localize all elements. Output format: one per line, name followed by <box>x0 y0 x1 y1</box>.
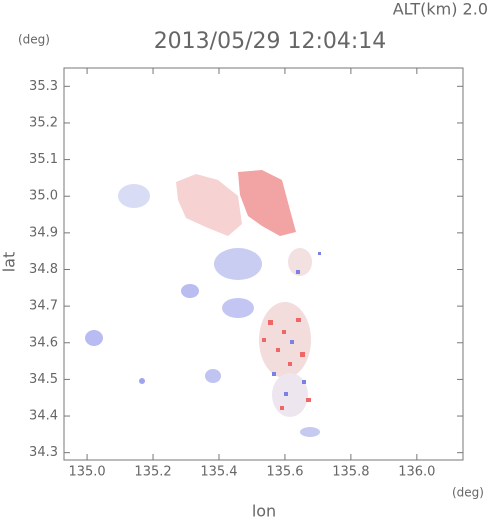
y-tick-label: 34.8 <box>29 262 58 277</box>
altitude-label: ALT(km) 2.0 <box>393 0 488 19</box>
echo <box>288 248 312 276</box>
x-tick-label: 135.4 <box>200 465 237 480</box>
y-tick-label: 34.4 <box>29 409 58 424</box>
echo <box>205 369 221 383</box>
echo <box>222 298 254 318</box>
x-tick-label: 135.8 <box>332 465 369 480</box>
y-tick-label: 34.7 <box>29 299 58 314</box>
y-tick-label: 34.6 <box>29 335 58 350</box>
echo <box>214 248 262 280</box>
y-unit: (deg) <box>18 33 50 47</box>
x-tick-label: 136.0 <box>398 465 435 480</box>
y-tick-label: 34.9 <box>29 225 58 240</box>
chart-title: 2013/05/29 12:04:14 <box>154 29 387 54</box>
echo <box>300 427 320 437</box>
x-tick-label: 135.2 <box>134 465 171 480</box>
echo <box>139 378 145 384</box>
speckle <box>272 252 321 396</box>
echo <box>238 170 296 236</box>
echo <box>176 174 242 236</box>
y-tick-label: 34.5 <box>29 372 58 387</box>
y-tick-label: 34.3 <box>29 445 58 460</box>
echo <box>181 284 199 298</box>
x-unit: (deg) <box>452 486 484 500</box>
y-tick-label: 35.2 <box>29 115 58 130</box>
y-axis-label: lat <box>0 252 19 273</box>
plot-frame <box>63 67 464 461</box>
x-tick-label: 135.6 <box>266 465 303 480</box>
echo <box>85 330 103 346</box>
x-tick-label: 135.0 <box>68 465 105 480</box>
echo <box>259 302 311 378</box>
echo <box>272 373 308 417</box>
speckle <box>262 318 311 410</box>
y-tick-label: 35.3 <box>29 79 58 94</box>
y-tick-label: 35.0 <box>29 189 58 204</box>
echo <box>118 184 150 208</box>
x-axis-label: lon <box>252 502 276 521</box>
echoes <box>85 170 321 437</box>
y-tick-label: 35.1 <box>29 152 58 167</box>
